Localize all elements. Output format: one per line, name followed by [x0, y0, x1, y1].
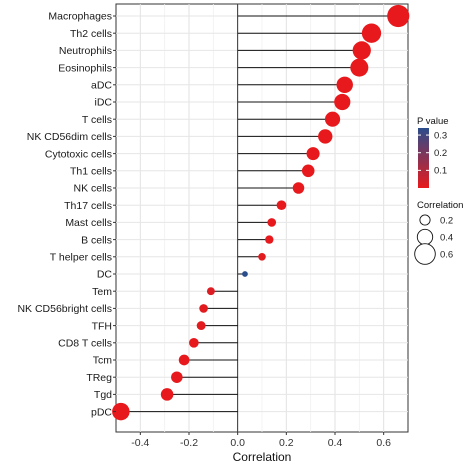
data-point — [160, 388, 174, 401]
category-label: Mast cells — [65, 217, 112, 229]
data-point — [267, 218, 277, 227]
category-label: Tem — [92, 286, 112, 298]
size-legend-circle — [416, 228, 434, 246]
size-legend-title: Correlation — [417, 200, 463, 211]
category-label: CD8 T cells — [58, 338, 112, 350]
p-value-legend-title: P value — [417, 116, 449, 127]
colorbar-tick-label: 0.3 — [434, 130, 447, 141]
size-legend-label: 0.4 — [440, 232, 453, 243]
colorbar-tick-label: 0.1 — [434, 166, 447, 177]
lollipop-points — [112, 4, 410, 421]
data-point — [196, 321, 206, 331]
data-point — [258, 252, 266, 261]
data-point — [361, 23, 382, 43]
category-label: aDC — [91, 80, 112, 92]
data-point — [318, 129, 333, 144]
x-tick-label: -0.2 — [180, 437, 198, 449]
category-label: NK CD56dim cells — [27, 131, 112, 143]
p-value-legend: P value 0.3 0.2 0.1 — [417, 116, 449, 188]
lollipop-stems — [120, 15, 399, 413]
size-legend-circle — [414, 243, 436, 265]
category-label: TReg — [86, 372, 112, 384]
data-point — [206, 287, 215, 296]
category-label: T helper cells — [50, 252, 112, 264]
category-label: Cytotoxic cells — [45, 148, 112, 160]
p-value-colorbar — [418, 128, 429, 188]
x-axis-ticks: -0.4 -0.2 0.0 0.2 0.4 0.6 — [131, 432, 391, 449]
data-point — [292, 182, 305, 194]
category-label: NK CD56bright cells — [17, 303, 112, 315]
correlation-size-legend: Correlation 0.2 0.4 0.6 — [414, 200, 463, 265]
size-legend-circle — [419, 214, 431, 226]
data-point — [276, 200, 287, 211]
data-point — [352, 41, 371, 60]
x-tick-label: 0.2 — [279, 437, 294, 449]
data-point — [242, 271, 248, 277]
category-label: Tcm — [93, 355, 113, 367]
data-point — [178, 354, 190, 366]
x-axis-title: Correlation — [233, 450, 292, 464]
data-point — [350, 58, 369, 77]
data-point — [301, 164, 315, 178]
data-point — [265, 235, 274, 244]
data-point — [334, 93, 351, 111]
category-label: iDC — [95, 97, 113, 109]
category-label: Macrophages — [48, 11, 112, 23]
data-point — [324, 111, 341, 127]
size-legend-label: 0.6 — [440, 249, 453, 260]
category-label: TFH — [92, 320, 112, 332]
data-point — [112, 402, 130, 421]
data-point — [189, 337, 199, 348]
size-legend-label: 0.2 — [440, 215, 453, 226]
category-label: Tgd — [94, 389, 112, 401]
category-labels: Macrophages Th2 cells Neutrophils Eosinophi… — [17, 11, 116, 418]
data-point — [199, 304, 208, 313]
x-tick-label: 0.0 — [230, 437, 245, 449]
category-label: pDC — [91, 406, 112, 418]
x-tick-label: 0.4 — [328, 437, 343, 449]
category-label: B cells — [81, 234, 112, 246]
category-label: NK cells — [73, 183, 112, 195]
data-point — [306, 147, 320, 161]
colorbar-tick-label: 0.2 — [434, 148, 447, 159]
category-label: Eosinophils — [58, 62, 112, 74]
x-tick-label: 0.6 — [376, 437, 391, 449]
data-point — [336, 76, 353, 94]
data-point — [387, 4, 410, 28]
category-label: Neutrophils — [59, 45, 112, 57]
category-label: Th1 cells — [70, 166, 112, 178]
data-point — [171, 371, 183, 383]
x-tick-label: -0.4 — [131, 437, 149, 449]
category-label: DC — [97, 269, 113, 281]
category-label: Th2 cells — [70, 28, 112, 40]
category-label: T cells — [82, 114, 112, 126]
category-label: Th17 cells — [64, 200, 112, 212]
